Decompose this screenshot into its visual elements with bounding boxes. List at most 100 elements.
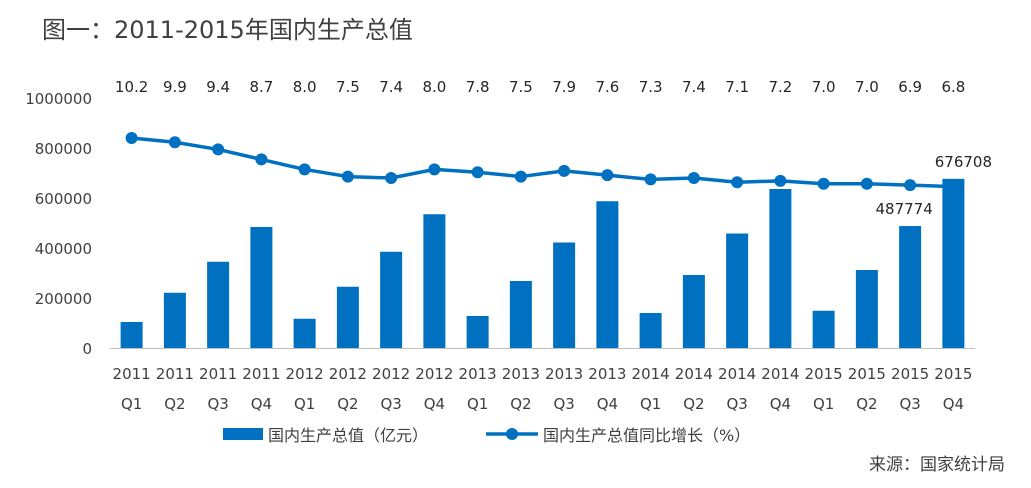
legend-bar-swatch [223,428,263,440]
line-data-label: 7.9 [552,78,576,96]
x-tick-label-year: 2014 [761,365,799,383]
x-tick-label-quarter: Q4 [424,395,445,413]
bar-gdp [120,322,143,348]
x-tick-label-quarter: Q2 [337,395,358,413]
bar-gdp [899,226,922,348]
bar-gdp [639,313,662,348]
line-data-label: 7.5 [509,78,533,96]
bar-gdp [812,310,835,348]
x-tick-label-quarter: Q4 [943,395,964,413]
x-tick-label-quarter: Q1 [813,395,834,413]
x-tick-label-quarter: Q2 [683,395,704,413]
x-tick-label-year: 2011 [242,365,280,383]
line-marker [558,164,571,177]
line-marker [255,153,268,166]
line-data-label: 7.1 [725,78,749,96]
x-tick-label-quarter: Q2 [856,395,877,413]
line-data-label: 8.7 [249,78,273,96]
legend-line-marker [506,428,518,440]
line-data-label: 7.8 [466,78,490,96]
x-tick-label-quarter: Q3 [899,395,920,413]
x-tick-label-quarter: Q4 [770,395,791,413]
line-marker [731,176,744,189]
line-marker [904,179,917,192]
y-tick-label: 600000 [35,190,92,208]
line-data-label: 7.6 [595,78,619,96]
x-tick-label-year: 2011 [199,365,237,383]
x-tick-label-year: 2011 [156,365,194,383]
bar-gdp [682,275,705,348]
x-tick-label-quarter: Q3 [207,395,228,413]
x-tick-label-year: 2012 [329,365,367,383]
line-marker [860,177,873,190]
line-growth-rate [131,136,954,189]
line-marker [341,170,354,183]
x-tick-label-year: 2012 [286,365,324,383]
line-data-label: 6.8 [941,78,965,96]
x-tick-label-quarter: Q1 [467,395,488,413]
line-data-label: 8.0 [422,78,446,96]
legend-line-label: 国内生产总值同比增长（%） [543,426,750,445]
bar-data-label: 676708 [935,153,992,171]
line-marker [471,166,484,179]
line-marker [212,143,225,156]
bar-gdp [380,251,403,348]
x-tick-label-year: 2014 [718,365,756,383]
line-data-label: 7.2 [768,78,792,96]
line-data-label: 10.2 [115,78,148,96]
line-data-label: 7.5 [336,78,360,96]
x-tick-label-year: 2012 [415,365,453,383]
line-data-label: 7.0 [812,78,836,96]
bar-data-label: 487774 [875,200,932,218]
bar-gdp [726,233,749,348]
bar-gdp [769,189,792,348]
x-tick-label-year: 2013 [545,365,583,383]
bar-gdp [509,281,532,348]
y-tick-label: 0 [82,340,92,358]
line-marker [947,180,960,193]
x-tick-label-year: 2015 [848,365,886,383]
bar-gdp [207,261,230,348]
x-tick-label-year: 2014 [675,365,713,383]
x-tick-label-quarter: Q4 [597,395,618,413]
bar-gdp [855,270,878,348]
x-tick-label-year: 2015 [805,365,843,383]
line-data-label: 9.9 [163,78,187,96]
x-tick-label-year: 2013 [588,365,626,383]
line-marker [125,132,138,144]
x-tick-label-quarter: Q3 [553,395,574,413]
x-tick-label-year: 2015 [891,365,929,383]
source-note: 来源：国家统计局 [869,455,1005,475]
bar-gdp [423,214,446,348]
chart-title: 图一：2011-2015年国内生产总值 [42,16,413,44]
line-marker [298,163,311,176]
line-marker [644,173,657,186]
line-marker [514,170,527,183]
x-tick-label-year: 2015 [934,365,972,383]
x-tick-label-quarter: Q1 [640,395,661,413]
x-tick-label-quarter: Q2 [164,395,185,413]
line-data-label: 9.4 [206,78,230,96]
x-tick-label-year: 2013 [502,365,540,383]
line-data-label: 8.0 [293,78,317,96]
x-tick-label-quarter: Q3 [726,395,747,413]
line-data-label: 7.3 [639,78,663,96]
line-marker [817,177,830,190]
x-tick-label-year: 2013 [459,365,497,383]
bar-gdp [596,201,619,348]
line-marker [601,169,614,182]
line-data-label: 7.4 [379,78,403,96]
bar-gdp [293,318,316,348]
bar-gdp [553,242,576,348]
line-marker [774,174,787,187]
x-tick-label-year: 2014 [632,365,670,383]
y-tick-label: 200000 [35,290,92,308]
line-data-label: 6.9 [898,78,922,96]
x-tick-label-year: 2012 [372,365,410,383]
x-tick-label-year: 2011 [113,365,151,383]
line-marker [428,163,441,176]
x-tick-label-quarter: Q3 [380,395,401,413]
line-marker [687,172,700,184]
x-tick-label-quarter: Q1 [294,395,315,413]
line-data-label: 7.4 [682,78,706,96]
